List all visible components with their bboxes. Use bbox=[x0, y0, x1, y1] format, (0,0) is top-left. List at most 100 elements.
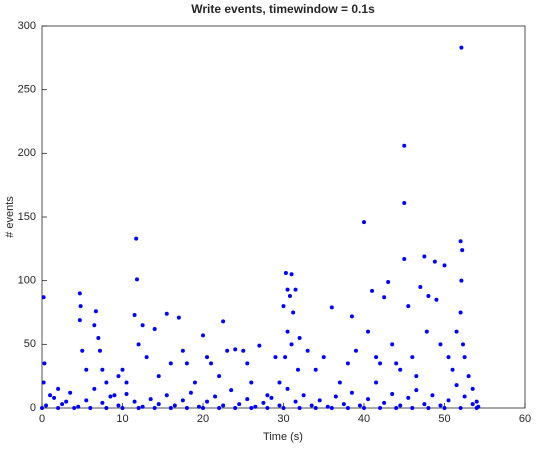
data-point bbox=[196, 404, 201, 409]
data-point bbox=[277, 403, 282, 408]
data-point bbox=[321, 355, 326, 360]
data-point bbox=[297, 335, 302, 340]
data-point bbox=[341, 402, 346, 407]
data-point bbox=[233, 406, 238, 410]
data-point bbox=[406, 395, 411, 400]
data-point bbox=[378, 406, 383, 410]
data-point bbox=[283, 271, 288, 276]
data-point bbox=[233, 347, 238, 352]
data-point bbox=[438, 403, 443, 408]
data-point bbox=[184, 406, 189, 410]
data-point bbox=[201, 333, 205, 338]
data-point bbox=[418, 285, 423, 290]
data-point bbox=[100, 367, 105, 372]
data-point bbox=[460, 248, 465, 253]
data-point bbox=[442, 406, 447, 410]
data-point bbox=[48, 393, 53, 398]
data-point bbox=[289, 342, 294, 347]
data-point bbox=[116, 403, 121, 408]
data-point bbox=[366, 397, 371, 402]
data-point bbox=[345, 406, 350, 410]
data-point bbox=[470, 402, 475, 407]
data-point bbox=[93, 309, 98, 314]
data-point bbox=[209, 361, 214, 366]
data-point bbox=[459, 45, 464, 50]
data-point bbox=[442, 263, 447, 268]
data-point bbox=[265, 406, 270, 410]
data-point bbox=[41, 295, 46, 300]
data-point bbox=[112, 393, 117, 398]
data-point bbox=[273, 355, 278, 360]
data-point bbox=[414, 388, 419, 393]
data-point bbox=[426, 293, 431, 298]
data-point bbox=[229, 388, 234, 393]
data-point bbox=[172, 403, 177, 408]
data-point bbox=[140, 323, 145, 328]
data-point bbox=[148, 397, 153, 402]
data-point bbox=[92, 323, 97, 328]
data-point bbox=[424, 329, 429, 334]
data-point bbox=[329, 305, 334, 310]
data-point bbox=[76, 404, 81, 409]
x-tick-label: 50 bbox=[438, 413, 450, 425]
data-point bbox=[245, 397, 250, 402]
data-point bbox=[84, 367, 89, 372]
data-point bbox=[184, 361, 189, 366]
x-tick-label: 30 bbox=[277, 413, 289, 425]
data-point bbox=[201, 406, 205, 410]
data-point bbox=[168, 361, 173, 366]
data-point bbox=[289, 272, 294, 277]
data-point bbox=[88, 406, 93, 410]
y-tick-label: 250 bbox=[18, 84, 36, 96]
data-point bbox=[293, 399, 298, 404]
data-point bbox=[362, 220, 366, 225]
data-point bbox=[77, 291, 82, 296]
data-point bbox=[370, 288, 375, 293]
data-point bbox=[461, 342, 466, 347]
data-point bbox=[357, 403, 362, 408]
data-point bbox=[188, 390, 193, 395]
data-point bbox=[249, 380, 254, 385]
data-point bbox=[100, 400, 105, 405]
data-point bbox=[140, 404, 145, 409]
data-point bbox=[458, 239, 463, 244]
data-point bbox=[293, 287, 298, 292]
data-point bbox=[152, 406, 157, 410]
data-point bbox=[430, 393, 435, 398]
data-point bbox=[176, 315, 181, 320]
data-point bbox=[394, 361, 399, 366]
data-point bbox=[164, 311, 169, 316]
data-point bbox=[329, 406, 334, 410]
data-point bbox=[136, 342, 141, 347]
x-tick-label: 60 bbox=[519, 413, 531, 425]
data-point bbox=[225, 348, 230, 353]
data-point bbox=[390, 342, 395, 347]
data-point bbox=[434, 297, 439, 302]
data-point bbox=[297, 406, 302, 410]
data-point bbox=[459, 278, 464, 283]
data-point bbox=[221, 319, 226, 324]
data-point bbox=[474, 406, 479, 410]
data-point bbox=[458, 406, 463, 410]
data-point bbox=[438, 342, 443, 347]
data-point bbox=[60, 402, 65, 407]
data-point bbox=[309, 403, 314, 408]
data-point bbox=[432, 259, 437, 264]
data-point bbox=[261, 400, 266, 405]
data-point bbox=[402, 143, 407, 148]
data-point bbox=[136, 406, 141, 410]
data-point bbox=[120, 367, 125, 372]
data-point bbox=[410, 355, 415, 360]
y-axis-label: # events bbox=[4, 196, 16, 238]
y-tick-label: 50 bbox=[24, 338, 36, 350]
data-point bbox=[301, 393, 306, 398]
data-point bbox=[462, 394, 467, 399]
data-point bbox=[470, 386, 475, 391]
y-tick-label: 200 bbox=[18, 147, 36, 159]
data-point bbox=[285, 329, 290, 334]
data-point bbox=[285, 287, 290, 292]
data-point bbox=[52, 395, 57, 400]
data-point bbox=[156, 374, 161, 379]
